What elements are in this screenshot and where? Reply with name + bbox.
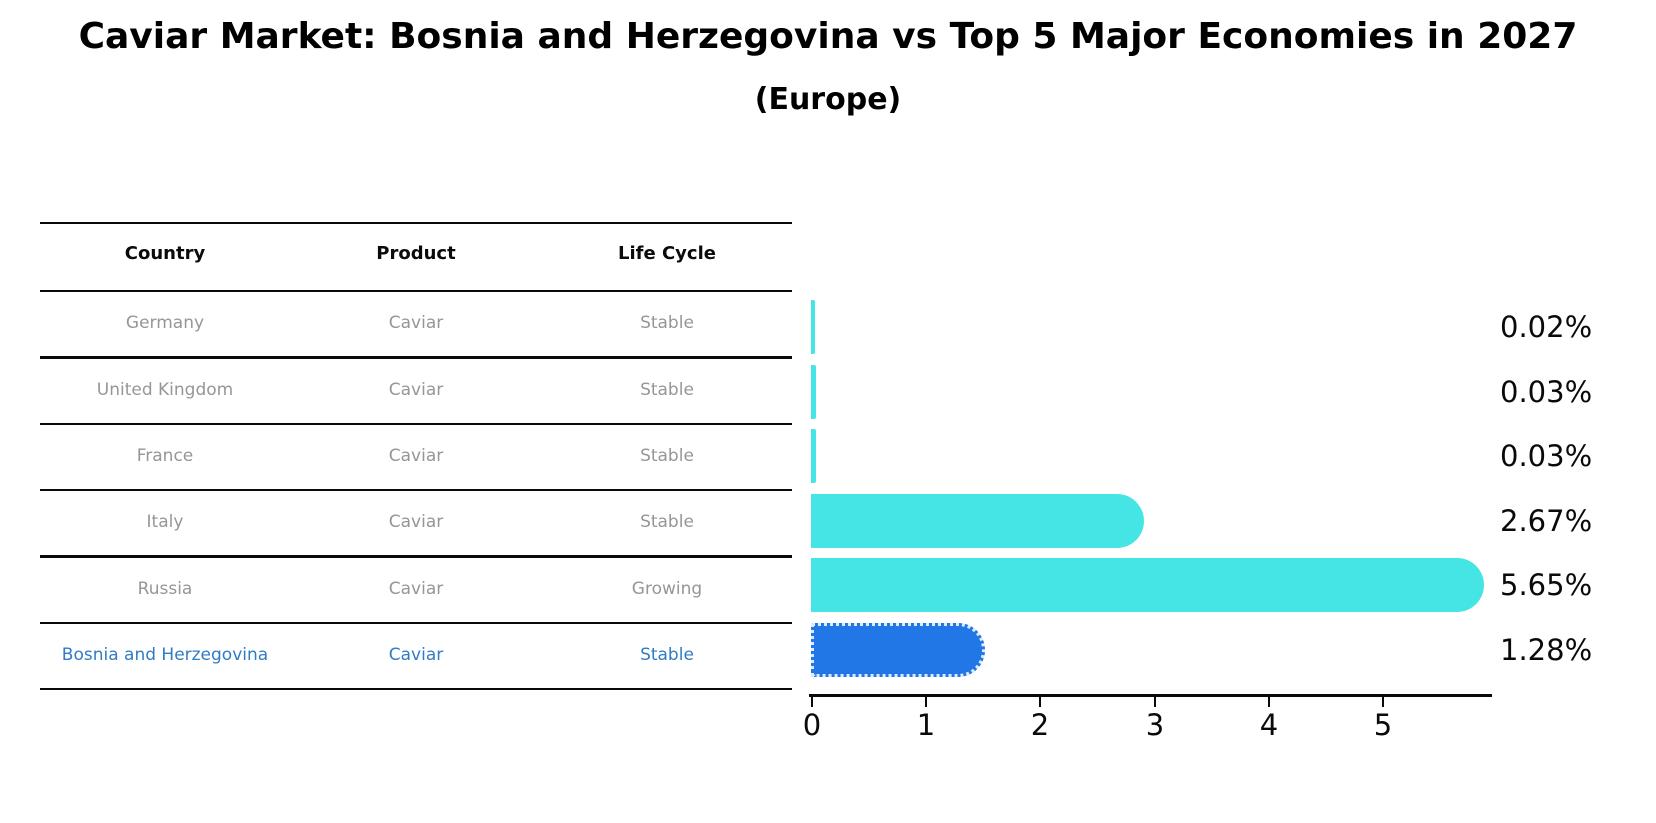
table-cell-lifecycle: Stable xyxy=(640,313,694,333)
table-header-lifecycle: Life Cycle xyxy=(618,243,716,264)
table-rule xyxy=(40,422,792,426)
table-cell-product: Caviar xyxy=(388,645,444,665)
chart-title: Caviar Market: Bosnia and Herzegovina vs… xyxy=(78,16,1578,57)
x-tick-label: 3 xyxy=(1145,708,1165,742)
x-axis-line xyxy=(809,694,1492,697)
table-cell-lifecycle: Stable xyxy=(640,379,694,400)
table-rule xyxy=(40,356,792,359)
value-label: 0.02% xyxy=(1500,310,1593,344)
table-cell-country: Italy xyxy=(146,512,184,532)
table-cell-product: Caviar xyxy=(388,578,444,599)
table-cell-product: Caviar xyxy=(388,445,444,466)
x-tick-label: 5 xyxy=(1373,708,1393,742)
table-rule xyxy=(40,555,792,558)
table-cell-country: France xyxy=(136,445,194,466)
table-cell-lifecycle: Growing xyxy=(631,578,703,599)
bar-france xyxy=(811,429,817,484)
chart-subtitle: (Europe) xyxy=(754,82,902,117)
bar-russia xyxy=(811,558,1485,613)
table-rule xyxy=(40,489,792,492)
table-cell-country: United Kingdom xyxy=(96,379,234,400)
bar-italy xyxy=(811,493,1144,548)
table-cell-country: Bosnia and Herzegovina xyxy=(61,645,269,665)
x-tick xyxy=(925,694,928,707)
table-cell-product: Caviar xyxy=(388,313,444,333)
table-header-product: Product xyxy=(376,243,456,264)
x-tick xyxy=(811,694,814,707)
table-cell-country: Russia xyxy=(137,578,193,599)
x-tick xyxy=(1039,694,1042,707)
table-rule xyxy=(40,622,792,625)
bar-germany xyxy=(811,300,816,354)
x-tick-label: 2 xyxy=(1030,708,1050,742)
value-label: 2.67% xyxy=(1500,503,1593,538)
bar-bosnia-and-herzegovina xyxy=(811,623,986,677)
x-tick xyxy=(1382,694,1385,707)
table-cell-country: Germany xyxy=(125,313,205,333)
value-label: 0.03% xyxy=(1500,374,1593,409)
value-label: 0.03% xyxy=(1500,439,1593,474)
bar-united-kingdom xyxy=(811,364,817,419)
x-tick xyxy=(1154,694,1157,707)
value-label: 1.28% xyxy=(1500,633,1593,667)
table-cell-product: Caviar xyxy=(388,379,444,400)
x-tick xyxy=(1268,694,1271,707)
table-cell-lifecycle: Stable xyxy=(640,512,694,532)
table-cell-product: Caviar xyxy=(388,512,444,532)
x-tick-label: 0 xyxy=(802,708,822,742)
table-rule-header-bottom xyxy=(40,290,792,293)
table-rule-top xyxy=(40,222,792,225)
table-cell-lifecycle: Stable xyxy=(640,645,694,665)
table-cell-lifecycle: Stable xyxy=(640,445,694,466)
x-tick-label: 1 xyxy=(916,708,936,742)
x-tick-label: 4 xyxy=(1259,708,1279,742)
table-rule-bottom xyxy=(40,688,792,691)
value-label: 5.65% xyxy=(1500,568,1593,603)
table-header-country: Country xyxy=(124,243,206,264)
